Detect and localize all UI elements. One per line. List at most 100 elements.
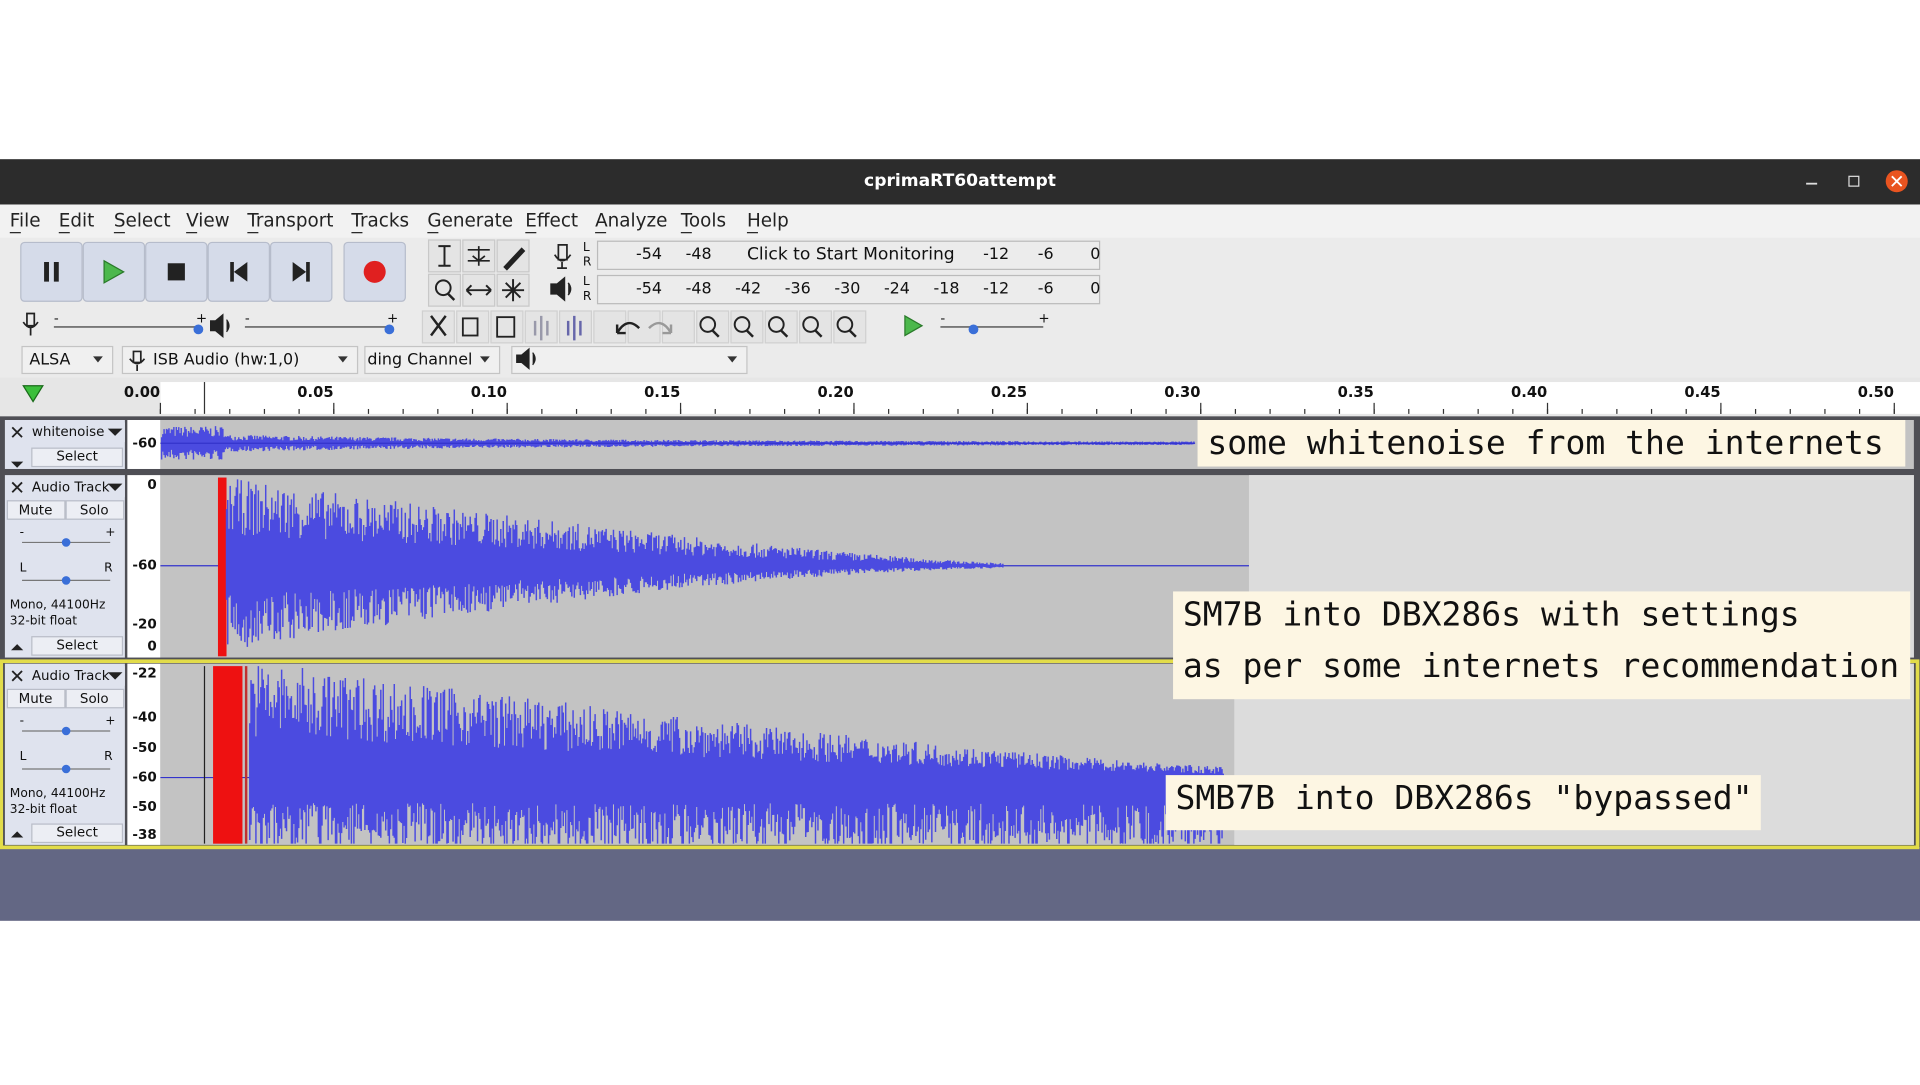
annotation-text: SMB7B into DBX286s "bypassed" <box>1176 778 1753 817</box>
track-name: Audio Track <box>32 480 110 495</box>
mute-label: Mute <box>19 504 53 519</box>
track-name-button[interactable] <box>26 666 125 686</box>
restore-button[interactable] <box>1848 175 1860 187</box>
ruler-tick-label: 0.25 <box>991 384 1027 401</box>
tool-button[interactable] <box>427 273 462 307</box>
track-scale-label: 0 <box>147 478 156 493</box>
gain-slider-thumb[interactable] <box>61 538 71 547</box>
menu-item[interactable]: Generate <box>427 211 513 232</box>
edit-button[interactable] <box>627 310 661 344</box>
solo-button[interactable] <box>65 688 125 709</box>
edit-button[interactable] <box>833 310 867 344</box>
zoom-handle <box>848 329 857 338</box>
meter-channel-label: R <box>583 255 592 269</box>
solo-button[interactable] <box>65 500 125 520</box>
track-scale <box>127 663 161 845</box>
input-channels-dropdown[interactable] <box>364 345 501 375</box>
meter-channel-label: L <box>583 240 590 254</box>
skip-end-icon <box>292 262 310 282</box>
edit-button[interactable] <box>798 310 833 344</box>
close-icon <box>1891 175 1903 187</box>
playback-volume-slider-thumb[interactable] <box>384 324 395 335</box>
track-name-button[interactable] <box>26 422 125 443</box>
clipping-marker <box>217 477 227 657</box>
solo-label: Solo <box>80 504 109 519</box>
multi-tool-icon <box>502 279 525 302</box>
record-meter <box>596 240 1101 271</box>
play-head-button[interactable] <box>22 385 44 403</box>
slider-minus: - <box>940 311 945 326</box>
track-info: 32-bit float <box>10 802 78 816</box>
draw-tool-icon <box>503 247 526 271</box>
track-select-button[interactable] <box>31 447 124 468</box>
track-select-button[interactable] <box>31 636 124 656</box>
edit-button[interactable] <box>764 310 798 344</box>
track-menu-arrow <box>107 428 123 436</box>
edit-button[interactable] <box>421 310 455 344</box>
menu-item[interactable]: View <box>186 211 230 232</box>
mute-button[interactable] <box>6 500 66 520</box>
record-volume-slider-thumb[interactable] <box>193 324 204 335</box>
track-collapse-arrow[interactable] <box>11 831 24 838</box>
annotation-text: some whitenoise from the internets <box>1207 423 1883 462</box>
redo-icon <box>648 321 673 335</box>
track-menu-arrow <box>107 672 123 680</box>
ruler-tick-label: 0.15 <box>644 384 680 401</box>
edit-button[interactable] <box>593 310 627 344</box>
edit-button[interactable] <box>730 310 764 344</box>
play-speed-slider-thumb[interactable] <box>968 324 979 335</box>
track-select-button[interactable] <box>31 823 124 844</box>
pan-right-label: R <box>104 749 113 763</box>
monitoring-prompt[interactable]: Click to Start Monitoring <box>747 245 955 265</box>
slider-plus: + <box>1038 311 1049 326</box>
edit-button[interactable] <box>558 310 593 344</box>
track-scale-label: -60 <box>132 436 156 451</box>
input-channels-dropdown-arrow <box>480 356 490 363</box>
track-scale-label: -60 <box>132 771 156 786</box>
pan-slider-thumb[interactable] <box>61 764 71 774</box>
track-collapse-arrow[interactable] <box>11 644 24 651</box>
menu-item[interactable]: Transport <box>246 211 333 232</box>
ruler-tick-label: 0.05 <box>297 384 333 401</box>
title-bar <box>0 159 1920 205</box>
menu-item[interactable]: Tracks <box>350 211 409 232</box>
menu-item[interactable]: Edit <box>59 211 95 232</box>
track-name-button[interactable] <box>26 477 125 498</box>
track-scale-label: -40 <box>132 711 156 726</box>
meter-scale-label: -48 <box>686 244 712 263</box>
track-scale-label: 0 <box>147 640 156 655</box>
pause-button[interactable] <box>20 241 83 302</box>
menu-item[interactable]: Effect <box>525 211 578 232</box>
track-info: Mono, 44100Hz <box>10 786 106 800</box>
meter-scale-label: -6 <box>1038 278 1054 297</box>
mute-button[interactable] <box>6 688 66 709</box>
play-icon <box>103 259 125 284</box>
timeline-ruler <box>160 382 1920 414</box>
menu-item[interactable]: Analyze <box>595 211 667 232</box>
edit-button[interactable] <box>696 310 730 344</box>
menu-item[interactable]: File <box>10 211 41 232</box>
undo-icon <box>615 321 641 335</box>
ruler-tick-label: 0.20 <box>817 384 853 401</box>
track-scale-label: -50 <box>132 741 156 756</box>
output-device-dropdown[interactable] <box>511 345 748 375</box>
track-collapse-arrow[interactable] <box>11 461 24 468</box>
menu-item[interactable]: Tools <box>680 211 726 232</box>
zoom-handle <box>814 329 823 338</box>
menu-item[interactable]: Select <box>114 211 171 232</box>
pan-slider-thumb[interactable] <box>61 576 71 585</box>
gain-slider-thumb[interactable] <box>61 726 71 736</box>
slider-plus: + <box>105 525 115 539</box>
menu-item[interactable]: Help <box>747 211 789 232</box>
tool-button[interactable] <box>496 239 530 273</box>
track-scale <box>127 420 161 469</box>
edit-button[interactable] <box>490 310 524 344</box>
solo-label: Solo <box>80 692 109 707</box>
select-tool-icon <box>438 245 451 267</box>
input-device-dropdown[interactable] <box>121 345 359 375</box>
ruler-tick-label: 0.50 <box>1858 384 1894 401</box>
window-title: cprimaRT60attempt <box>864 171 1056 191</box>
edit-button[interactable] <box>456 310 490 344</box>
track-scale <box>127 475 161 658</box>
